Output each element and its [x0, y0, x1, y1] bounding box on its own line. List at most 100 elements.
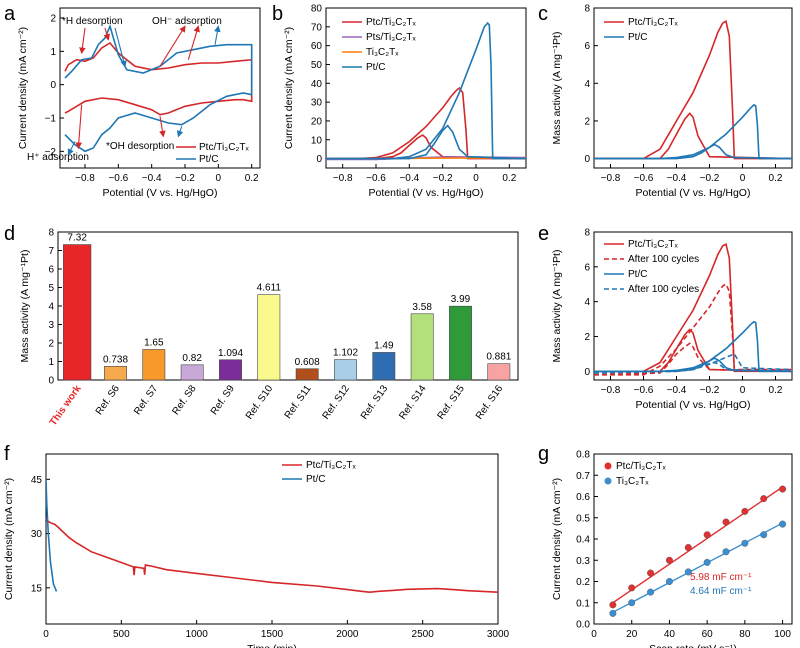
x-tick-label: 2500 [412, 629, 435, 640]
data-point [722, 548, 730, 556]
series-line [594, 19, 792, 160]
y-axis-label: Current density (mA cm⁻²) [3, 478, 15, 600]
x-tick-label: −0.8 [601, 385, 621, 396]
x-tick-label: −0.4 [667, 385, 687, 396]
data-point [647, 588, 655, 596]
y-tick-label: 6 [48, 265, 54, 276]
x-tick-label: 0.2 [502, 173, 516, 184]
y-axis-label: Current density (mA cm⁻²) [17, 27, 29, 149]
panel-letter-g: g [538, 443, 549, 465]
y-tick-label: 0 [50, 80, 56, 91]
panel-c: −0.8 −0.6 −0.4 −0.2 0 0.2 0 2 4 6 8 Potential (V vs… [551, 4, 793, 199]
plot-frame [45, 453, 499, 625]
x-tick-label: 80 [739, 629, 751, 640]
x-tick-label: 0.2 [245, 173, 259, 184]
panel-b: −0.8 −0.6 −0.4 −0.2 0 0.2 0 10 20 30 40 50 60 70 80 Pot… [283, 4, 527, 199]
bar-value-label: 3.58 [412, 302, 432, 313]
y-tick-label: 0.1 [576, 598, 590, 609]
series-line [46, 479, 58, 592]
y-tick-label: 8 [584, 228, 590, 239]
series-line [326, 124, 526, 160]
x-tick-label: −0.2 [175, 173, 195, 184]
x-tick-label: −0.4 [399, 173, 419, 184]
data-point [684, 544, 692, 552]
legend-label: Pt/C [366, 62, 385, 73]
category-label: Ref. S11 [283, 383, 314, 421]
data-point [760, 495, 768, 503]
x-tick-label: 500 [113, 629, 130, 640]
x-axis-label: Potential (V vs. Hg/HgO) [636, 187, 751, 199]
y-tick-label: 2 [584, 332, 590, 343]
series-line [326, 86, 526, 160]
bar-value-label: 1.49 [374, 340, 394, 351]
y-tick-label: 8 [48, 228, 54, 239]
legend-label: Ptc/Ti₃C₂Tₓ [616, 461, 666, 472]
data-point [703, 531, 711, 539]
y-tick-label: 0 [584, 367, 590, 378]
legend-label: Ptc/Ti₃C₂Tₓ [628, 17, 678, 28]
y-tick-label: 10 [311, 135, 323, 146]
y-tick-label: 0.3 [576, 556, 590, 567]
annotation-arrow [159, 25, 186, 67]
series-line [594, 361, 792, 374]
series-line [594, 328, 792, 373]
data-point [722, 518, 730, 526]
legend-label: Pt/C [306, 474, 325, 485]
x-tick-label: 0.2 [769, 385, 783, 396]
y-tick-label: 4 [48, 302, 54, 313]
y-tick-label: 8 [584, 4, 590, 15]
x-tick-label: 0 [591, 629, 597, 640]
y-tick-label: 0.0 [576, 620, 590, 631]
x-tick-label: −0.6 [634, 385, 654, 396]
category-label: Ref. S13 [359, 383, 391, 422]
panel-letter-f: f [4, 443, 10, 465]
panel-a-extras: *H desorption OH⁻ adsorption *OH desorpt… [27, 16, 249, 165]
y-tick-label: 4 [584, 297, 590, 308]
bar [257, 294, 281, 381]
annotation-arrow [176, 126, 184, 138]
bar-value-label: 0.608 [295, 357, 320, 368]
data-point [779, 485, 787, 493]
y-tick-label: 0 [584, 154, 590, 165]
bar-value-label: 1.65 [144, 337, 164, 348]
annotation-arrow [75, 104, 83, 150]
x-tick-label: −0.2 [700, 173, 720, 184]
category-label: Ref. S14 [397, 383, 429, 422]
panel-letter-e: e [538, 223, 549, 245]
data-point [779, 520, 787, 528]
y-axis-label: Current density (mA cm⁻²) [551, 478, 563, 600]
data-point [609, 609, 617, 617]
y-tick-label: 2 [584, 116, 590, 127]
plot-frame [325, 7, 527, 169]
bar [219, 359, 242, 381]
bar-value-label: 4.611 [257, 283, 282, 294]
panel-d: 0 1 2 3 4 5 6 7 8 Mass activity (A mg⁻¹Pt) 7.32 Thi… [19, 228, 519, 428]
annotation-arrow [79, 27, 86, 55]
panel-g-extras: Ptc/Ti₃C₂Tₓ Ti₃C₂Tₓ 5.98 mF cm⁻¹ 4.64 mF… [604, 461, 752, 597]
category-label: Ref. S15 [436, 383, 468, 422]
annotation-h-adsorption: H⁺ adsorption [27, 152, 89, 163]
series-line [594, 112, 792, 160]
y-tick-label: 0.8 [576, 450, 590, 461]
legend-label: After 100 cycles [628, 254, 699, 265]
category-label: Ref. S9 [209, 383, 237, 417]
y-tick-label: 30 [311, 98, 323, 109]
annotation-arrow [114, 27, 127, 68]
legend-label: Ptc/Ti₃C₂Tₓ [199, 142, 249, 153]
legend-label: Ti₃C₂Tₓ [366, 47, 399, 58]
y-tick-label: 4 [584, 79, 590, 90]
bar [372, 352, 396, 381]
bar-value-label: 0.738 [103, 354, 128, 365]
category-label: Ref. S12 [321, 383, 353, 422]
x-tick-label: −0.4 [667, 173, 687, 184]
bar-value-label: 1.102 [333, 348, 358, 359]
bar [142, 349, 166, 381]
bar [63, 244, 92, 381]
y-tick-label: 7 [48, 246, 54, 257]
legend-label: After 100 cycles [628, 284, 699, 295]
panel-b-extras: Ptc/Ti₃C₂Tₓ Pts/Ti₃C₂Tₓ Ti₃C₂Tₓ Pt/C [342, 17, 416, 73]
bar-value-label: 7.32 [67, 233, 87, 244]
x-axis-label: Scan rate (mV s⁻¹) [649, 643, 737, 648]
y-tick-label: 0.7 [576, 471, 590, 482]
